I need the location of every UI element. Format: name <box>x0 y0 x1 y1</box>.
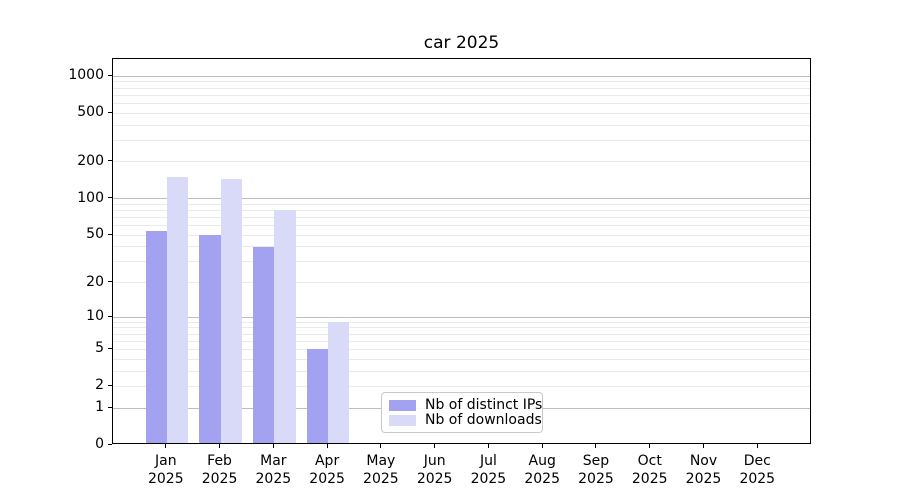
x-tickmark-dec <box>756 444 758 448</box>
y-tickmark-1000 <box>108 74 112 76</box>
bar-distinct-ips-feb <box>199 235 221 443</box>
bar-distinct-ips-jan <box>145 231 167 443</box>
x-tick-label-apr: Apr 2025 <box>309 453 345 487</box>
minor-gridline-80 <box>113 209 810 211</box>
x-tick-label-dec: Dec 2025 <box>739 453 776 487</box>
minor-gridline-300 <box>113 139 810 141</box>
bar-distinct-ips-mar <box>253 246 275 443</box>
y-tick-label-0: 0 <box>95 436 104 452</box>
x-tick-label-sep: Sep 2025 <box>578 453 614 487</box>
minor-gridline-6 <box>113 340 810 342</box>
x-tickmark-apr <box>326 444 328 448</box>
bar-downloads-mar <box>274 210 296 443</box>
x-tick-label-jan: Jan 2025 <box>147 453 184 487</box>
y-tickmark-20 <box>108 281 112 283</box>
x-tickmark-jun <box>434 444 436 448</box>
y-tickmark-5 <box>108 347 112 349</box>
x-tickmark-nov <box>703 444 704 448</box>
minor-gridline-5 <box>113 348 810 350</box>
chart-title: car 2025 <box>423 33 500 53</box>
bar-downloads-apr <box>328 322 350 443</box>
legend-item-downloads: Nb of downloads <box>389 413 542 428</box>
y-tick-label-50: 50 <box>86 226 104 243</box>
x-tickmark-feb <box>219 444 221 448</box>
y-tick-label-5: 5 <box>95 340 104 357</box>
legend: Nb of distinct IPs Nb of downloads <box>381 392 543 433</box>
x-tickmark-oct <box>649 444 651 448</box>
x-tickmark-sep <box>595 444 597 448</box>
y-tick-label-200: 200 <box>77 152 104 169</box>
minor-gridline-70 <box>113 217 810 218</box>
minor-gridline-30 <box>113 261 810 263</box>
major-gridline-1000 <box>113 75 810 77</box>
bar-distinct-ips-apr <box>306 349 329 443</box>
x-tickmark-aug <box>541 444 543 448</box>
minor-gridline-20 <box>113 282 810 284</box>
minor-gridline-800 <box>113 87 810 89</box>
minor-gridline-7 <box>113 333 810 335</box>
y-tickmark-1 <box>108 406 112 408</box>
minor-gridline-3 <box>113 370 810 372</box>
y-tick-label-2: 2 <box>95 377 104 394</box>
x-tick-label-mar: Mar 2025 <box>255 453 292 487</box>
y-tick-label-100: 100 <box>77 189 104 206</box>
x-tick-label-aug: Aug 2025 <box>524 453 560 487</box>
bar-downloads-feb <box>220 179 242 443</box>
y-tickmark-100 <box>108 197 112 199</box>
plot-area <box>112 58 811 444</box>
y-tickmark-0 <box>108 443 112 445</box>
minor-gridline-400 <box>113 124 810 126</box>
x-tick-label-oct: Oct 2025 <box>631 453 668 487</box>
x-tick-label-jun: Jun 2025 <box>416 453 453 487</box>
major-gridline-10 <box>113 316 810 318</box>
y-tick-label-500: 500 <box>77 104 104 121</box>
minor-gridline-90 <box>113 203 810 205</box>
x-tickmark-jul <box>487 444 489 448</box>
y-tickmark-500 <box>108 111 112 113</box>
y-tick-label-1000: 1000 <box>68 67 104 84</box>
minor-gridline-900 <box>113 81 810 83</box>
y-tickmark-200 <box>108 160 112 162</box>
minor-gridline-500 <box>113 112 810 114</box>
y-tickmark-10 <box>108 315 112 317</box>
x-tickmark-may <box>380 444 382 448</box>
minor-gridline-8 <box>113 327 810 329</box>
bar-downloads-jan <box>166 176 189 443</box>
minor-gridline-700 <box>113 94 810 96</box>
major-gridline-100 <box>113 198 810 200</box>
minor-gridline-2 <box>113 385 810 387</box>
x-tick-label-jul: Jul 2025 <box>470 453 507 487</box>
y-tickmark-50 <box>108 233 112 235</box>
legend-label-downloads: Nb of downloads <box>425 412 542 428</box>
y-tick-label-1: 1 <box>95 399 104 415</box>
legend-label-distinct-ips: Nb of distinct IPs <box>425 397 543 413</box>
minor-gridline-600 <box>113 103 810 104</box>
minor-gridline-50 <box>113 234 810 236</box>
minor-gridline-9 <box>113 321 810 323</box>
x-tick-label-feb: Feb 2025 <box>201 453 238 487</box>
minor-gridline-4 <box>113 358 810 360</box>
legend-item-distinct-ips: Nb of distinct IPs <box>389 398 542 413</box>
minor-gridline-200 <box>113 161 810 163</box>
y-tick-label-20: 20 <box>86 273 104 290</box>
y-tickmark-2 <box>108 384 112 386</box>
x-tickmark-jan <box>165 444 167 448</box>
x-tick-label-may: May 2025 <box>363 453 399 487</box>
y-tick-label-10: 10 <box>86 308 104 325</box>
legend-swatch-downloads <box>389 415 416 426</box>
legend-swatch-distinct-ips <box>389 400 416 411</box>
x-tickmark-mar <box>272 444 274 448</box>
minor-gridline-60 <box>113 225 810 227</box>
x-tick-label-nov: Nov 2025 <box>685 453 722 487</box>
minor-gridline-40 <box>113 246 810 248</box>
